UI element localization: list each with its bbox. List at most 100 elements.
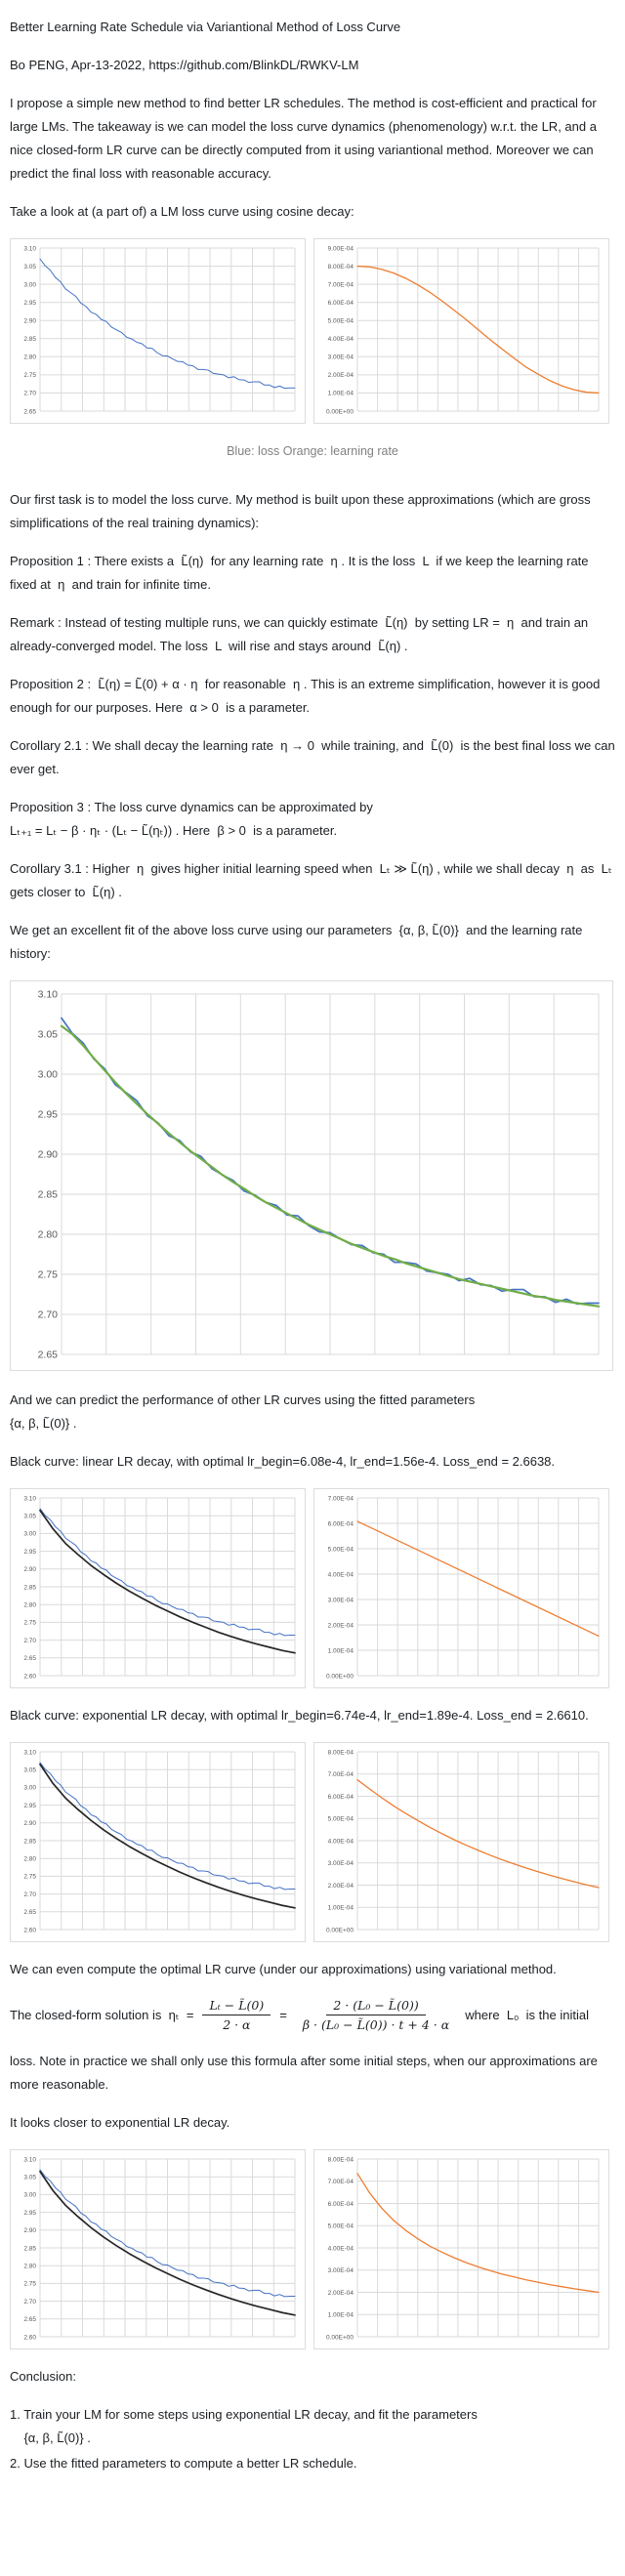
take-a-look-paragraph: Take a look at (a part of) a LM loss cur…: [10, 204, 354, 219]
lr-chart-exponential: 8.00E-04 7.00E-04 6.00E-04 5.00E-04 4.00E-04…: [313, 1742, 609, 1942]
svg-text:2.65: 2.65: [38, 1350, 59, 1361]
closed-form-suffix: where L₀ is the initial: [465, 2007, 589, 2022]
conclusion-item-1: 1. Train your LM for some steps using ex…: [10, 2406, 478, 2445]
page-title: Better Learning Rate Schedule via Varian…: [10, 20, 401, 34]
svg-text:2.85: 2.85: [23, 1838, 36, 1845]
svg-text:9.00E-04: 9.00E-04: [328, 245, 354, 252]
excellent-fit-paragraph: We get an excellent fit of the above los…: [10, 923, 586, 961]
closed-form-solution: The closed-form solution is ηₜ = Lₜ − L̃…: [10, 1996, 615, 2035]
svg-text:2.75: 2.75: [38, 1269, 59, 1281]
svg-text:0.00E+00: 0.00E+00: [326, 1673, 354, 1680]
svg-text:2.65: 2.65: [23, 408, 36, 415]
svg-text:4.00E-04: 4.00E-04: [328, 336, 354, 343]
svg-text:2.85: 2.85: [38, 1189, 59, 1201]
svg-text:3.00: 3.00: [38, 1069, 59, 1081]
linear-decay-chart-row: 3.10 3.05 3.00 2.95 2.90 2.85 2.80 2.75 2.70 2.65…: [10, 1488, 615, 1688]
first-task-paragraph: Our first task is to model the loss curv…: [10, 492, 595, 530]
svg-text:3.00: 3.00: [23, 1531, 36, 1538]
svg-text:2.75: 2.75: [23, 2280, 36, 2287]
fraction-1-denominator: 2 · α: [223, 2017, 251, 2033]
svg-text:2.95: 2.95: [23, 2210, 36, 2217]
svg-text:3.00: 3.00: [23, 1785, 36, 1792]
svg-text:3.05: 3.05: [23, 1767, 36, 1774]
svg-text:2.95: 2.95: [38, 1109, 59, 1121]
svg-text:2.85: 2.85: [23, 1584, 36, 1591]
predict-paragraph: And we can predict the performance of ot…: [10, 1392, 476, 1431]
looks-closer-paragraph: It looks closer to exponential LR decay.: [10, 2114, 230, 2130]
svg-text:2.70: 2.70: [23, 391, 36, 397]
proposition-2: Proposition 2 : L̃(η) = L̃(0) + α · η fo…: [10, 677, 604, 715]
svg-text:2.85: 2.85: [23, 336, 36, 343]
svg-text:2.80: 2.80: [23, 2263, 36, 2269]
lr-chart-variational: 8.00E-04 7.00E-04 6.00E-04 5.00E-04 4.00E-04…: [313, 2148, 609, 2349]
svg-text:3.05: 3.05: [38, 1029, 59, 1041]
svg-text:2.00E-04: 2.00E-04: [328, 372, 354, 379]
svg-text:2.75: 2.75: [23, 1874, 36, 1881]
svg-text:3.10: 3.10: [23, 245, 36, 252]
svg-text:5.00E-04: 5.00E-04: [328, 1816, 354, 1823]
svg-text:2.70: 2.70: [23, 2299, 36, 2306]
svg-text:3.10: 3.10: [38, 989, 59, 1001]
svg-text:3.00E-04: 3.00E-04: [328, 1860, 354, 1867]
svg-text:2.95: 2.95: [23, 1803, 36, 1809]
closed-form-fraction-1: Lₜ − L̃(0) 2 · α: [202, 1996, 271, 2035]
loss-chart-variational: 3.10 3.05 3.00 2.95 2.90 2.85 2.80 2.75 2.70 2.65…: [10, 2148, 306, 2349]
svg-text:0.00E+00: 0.00E+00: [326, 2334, 354, 2341]
svg-text:4.00E-04: 4.00E-04: [328, 1571, 354, 1578]
svg-text:2.00E-04: 2.00E-04: [328, 1622, 354, 1629]
closed-form-prefix: The closed-form solution is ηₜ =: [10, 2007, 194, 2022]
svg-text:8.00E-04: 8.00E-04: [328, 1749, 354, 1756]
svg-text:6.00E-04: 6.00E-04: [328, 1520, 354, 1527]
lr-chart-linear: 7.00E-04 6.00E-04 5.00E-04 4.00E-04 3.00E-04…: [313, 1488, 609, 1688]
fraction-1-numerator: Lₜ − L̃(0): [202, 1996, 271, 2016]
conclusion-item-2: 2. Use the fitted parameters to compute …: [10, 2455, 357, 2471]
svg-text:2.95: 2.95: [23, 300, 36, 307]
byline: Bo PENG, Apr-13-2022, https://github.com…: [10, 58, 359, 72]
svg-text:4.00E-04: 4.00E-04: [328, 2245, 354, 2252]
svg-text:7.00E-04: 7.00E-04: [328, 1771, 354, 1778]
svg-text:2.70: 2.70: [23, 1638, 36, 1644]
closed-form-equals: =: [279, 2007, 287, 2022]
fraction-2-denominator: β · (L₀ − L̃(0)) · t + 4 · α: [302, 2017, 450, 2033]
loss-chart-exponential: 3.10 3.05 3.00 2.95 2.90 2.85 2.80 2.75 2.70 2.65…: [10, 1742, 306, 1942]
svg-text:2.85: 2.85: [23, 2245, 36, 2252]
proposition-3: Proposition 3 : The loss curve dynamics …: [10, 800, 373, 838]
variational-chart-row: 3.10 3.05 3.00 2.95 2.90 2.85 2.80 2.75 2.70 2.65…: [10, 2148, 615, 2349]
closed-form-continuation: loss. Note in practice we shall only use…: [10, 2053, 602, 2092]
corollary-3-1: Corollary 3.1 : Higher η gives higher in…: [10, 861, 619, 899]
svg-text:3.10: 3.10: [23, 2156, 36, 2163]
svg-text:3.00: 3.00: [23, 2191, 36, 2198]
svg-text:0.00E+00: 0.00E+00: [326, 408, 354, 415]
svg-text:2.00E-04: 2.00E-04: [328, 1883, 354, 1890]
svg-text:7.00E-04: 7.00E-04: [328, 1495, 354, 1502]
svg-text:3.05: 3.05: [23, 1514, 36, 1520]
exponential-decay-chart-row: 3.10 3.05 3.00 2.95 2.90 2.85 2.80 2.75 2.70 2.65…: [10, 1742, 615, 1942]
svg-text:2.70: 2.70: [23, 1891, 36, 1898]
proposition-1: Proposition 1 : There exists a L̃(η) for…: [10, 554, 593, 592]
closed-form-fraction-2: 2 · (L₀ − L̃(0)) β · (L₀ − L̃(0)) · t + …: [296, 1996, 456, 2035]
svg-text:8.00E-04: 8.00E-04: [328, 2156, 354, 2163]
svg-text:7.00E-04: 7.00E-04: [328, 2179, 354, 2185]
svg-text:1.00E-04: 1.00E-04: [328, 1905, 354, 1912]
svg-text:3.00E-04: 3.00E-04: [328, 1597, 354, 1603]
conclusion-heading: Conclusion:: [10, 2368, 76, 2384]
fraction-2-numerator: 2 · (L₀ − L̃(0)): [326, 1996, 426, 2016]
svg-text:3.05: 3.05: [23, 2174, 36, 2181]
svg-text:5.00E-04: 5.00E-04: [328, 318, 354, 325]
black-exponential-paragraph: Black curve: exponential LR decay, with …: [10, 1708, 589, 1723]
variational-paragraph: We can even compute the optimal LR curve…: [10, 1962, 557, 1976]
corollary-2-1: Corollary 2.1 : We shall decay the learn…: [10, 738, 619, 776]
remark-paragraph: Remark : Instead of testing multiple run…: [10, 615, 592, 653]
svg-text:3.00E-04: 3.00E-04: [328, 354, 354, 361]
svg-text:2.65: 2.65: [23, 2316, 36, 2323]
svg-text:1.00E-04: 1.00E-04: [328, 1647, 354, 1654]
svg-text:2.60: 2.60: [23, 1673, 36, 1680]
svg-text:2.90: 2.90: [38, 1149, 59, 1161]
svg-text:3.05: 3.05: [23, 264, 36, 270]
svg-text:5.00E-04: 5.00E-04: [328, 1546, 354, 1553]
readme-document: Better Learning Rate Schedule via Varian…: [10, 20, 619, 2471]
svg-text:2.90: 2.90: [23, 318, 36, 325]
svg-text:2.80: 2.80: [23, 1856, 36, 1863]
svg-text:2.90: 2.90: [23, 1566, 36, 1573]
svg-text:3.00E-04: 3.00E-04: [328, 2267, 354, 2274]
